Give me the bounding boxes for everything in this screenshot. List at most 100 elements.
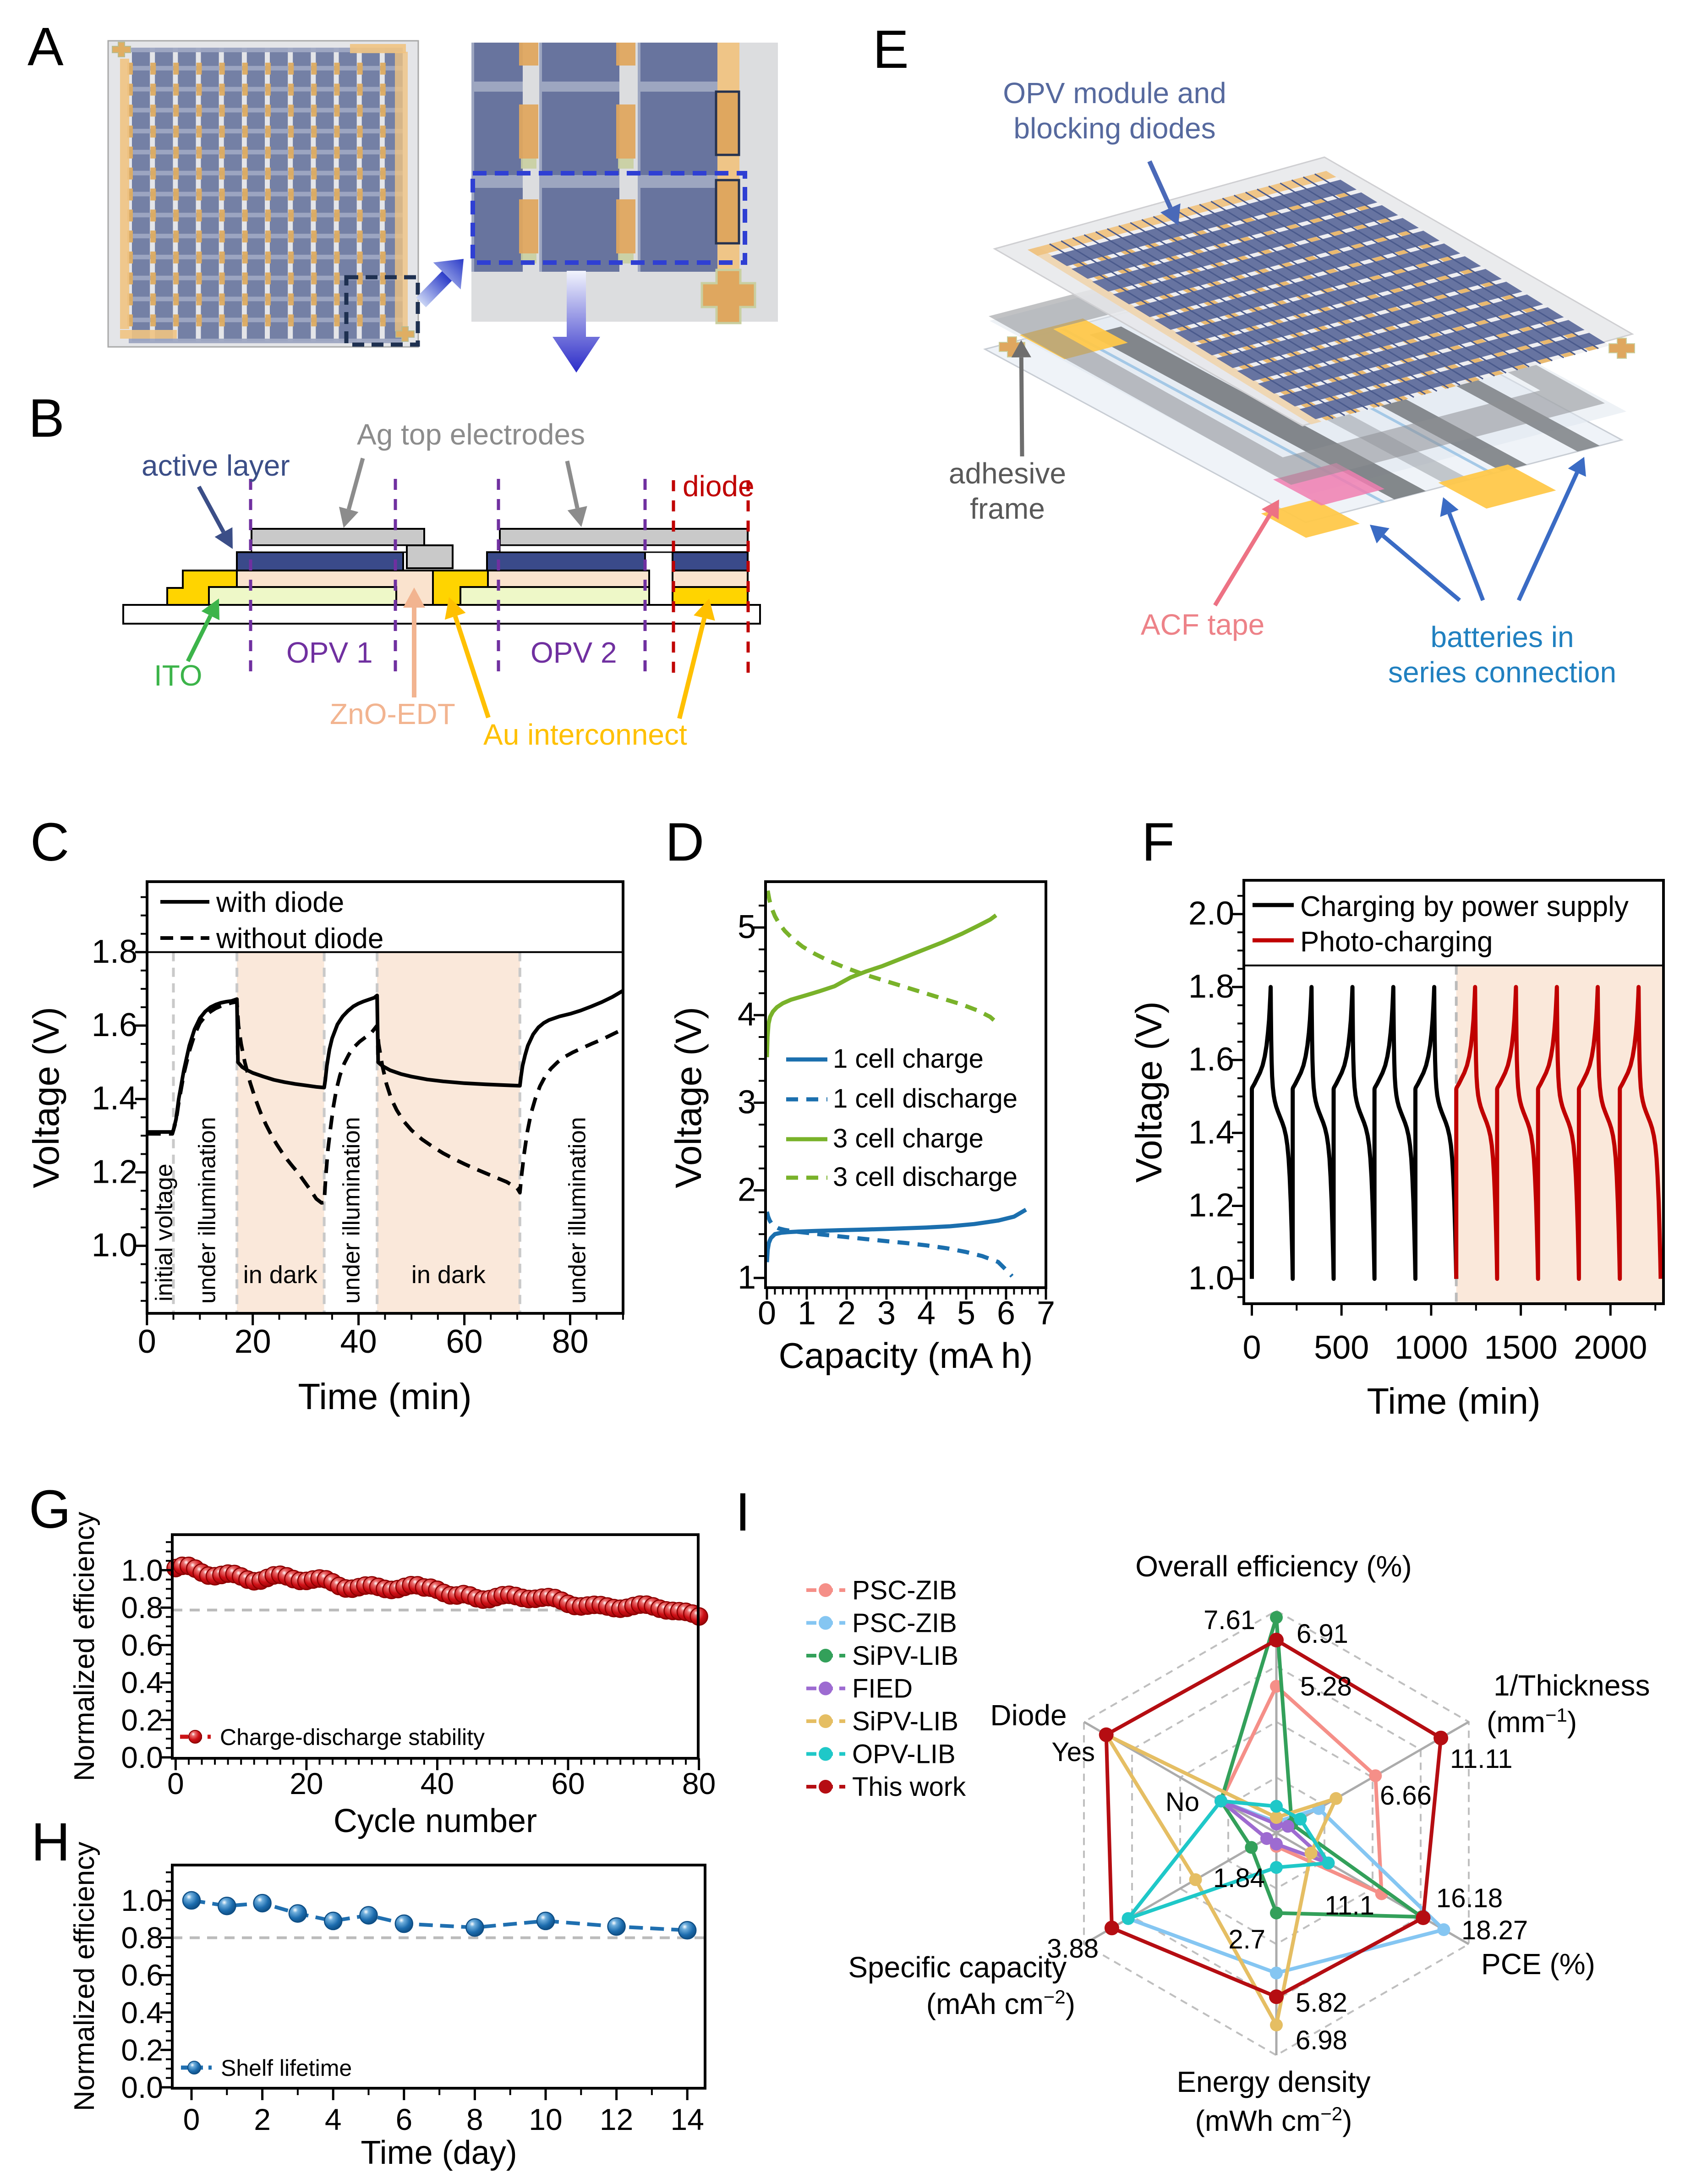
svg-text:20: 20 <box>290 1767 323 1800</box>
svg-text:G: G <box>29 1479 71 1540</box>
svg-text:1.4: 1.4 <box>1188 1114 1234 1151</box>
svg-text:without diode: without diode <box>216 923 383 955</box>
svg-text:Time (day): Time (day) <box>361 2135 517 2171</box>
svg-text:1.2: 1.2 <box>92 1153 137 1190</box>
svg-text:under illumination: under illumination <box>564 1117 591 1304</box>
svg-text:diode: diode <box>683 470 755 503</box>
svg-text:OPV 2: OPV 2 <box>531 636 617 669</box>
svg-text:1.0: 1.0 <box>1188 1260 1234 1297</box>
svg-text:Voltage (V): Voltage (V) <box>1128 1001 1169 1183</box>
svg-text:5: 5 <box>957 1295 975 1332</box>
svg-text:500: 500 <box>1314 1329 1369 1366</box>
svg-text:5.82: 5.82 <box>1296 1988 1347 2018</box>
svg-text:A: A <box>27 16 64 77</box>
svg-text:PCE (%): PCE (%) <box>1481 1948 1595 1981</box>
svg-text:I: I <box>735 1482 750 1542</box>
svg-text:No: No <box>1165 1787 1199 1817</box>
svg-text:Normalized efficiency: Normalized efficiency <box>69 1512 100 1781</box>
svg-text:1.6: 1.6 <box>92 1007 137 1043</box>
svg-text:H: H <box>31 1812 70 1872</box>
svg-text:16.18: 16.18 <box>1436 1883 1503 1913</box>
svg-text:1.84: 1.84 <box>1213 1863 1265 1893</box>
svg-text:Capacity (mA h): Capacity (mA h) <box>779 1335 1033 1376</box>
svg-text:1: 1 <box>738 1259 756 1296</box>
svg-text:5: 5 <box>738 909 756 945</box>
svg-text:C: C <box>30 812 69 873</box>
svg-text:Voltage (V): Voltage (V) <box>668 1007 709 1188</box>
svg-text:0.0: 0.0 <box>121 1740 163 1774</box>
svg-text:Shelf lifetime: Shelf lifetime <box>221 2055 352 2081</box>
svg-text:4: 4 <box>325 2102 342 2136</box>
svg-text:1.6: 1.6 <box>1188 1041 1234 1078</box>
svg-text:4: 4 <box>917 1295 936 1332</box>
svg-text:3 cell charge: 3 cell charge <box>833 1124 984 1153</box>
svg-text:PSC-ZIB: PSC-ZIB <box>852 1608 957 1638</box>
svg-text:3: 3 <box>877 1295 896 1332</box>
svg-text:6.66: 6.66 <box>1380 1781 1432 1811</box>
svg-text:0.6: 0.6 <box>121 1958 163 1992</box>
svg-text:0: 0 <box>1242 1329 1261 1366</box>
svg-text:2: 2 <box>254 2102 271 2136</box>
svg-text:80: 80 <box>682 1767 716 1800</box>
svg-text:E: E <box>873 19 909 80</box>
svg-text:Energy density: Energy density <box>1176 2065 1370 2098</box>
svg-text:7: 7 <box>1037 1295 1055 1332</box>
svg-text:Specific capacity: Specific capacity <box>848 1951 1067 1984</box>
svg-text:10: 10 <box>529 2102 562 2136</box>
svg-text:0.8: 0.8 <box>121 1921 163 1955</box>
svg-text:0.2: 0.2 <box>121 1703 163 1737</box>
svg-text:3: 3 <box>738 1084 756 1120</box>
svg-text:B: B <box>28 388 65 449</box>
svg-text:7.61: 7.61 <box>1204 1605 1255 1635</box>
svg-text:60: 60 <box>551 1767 585 1800</box>
svg-text:2: 2 <box>738 1172 756 1208</box>
svg-text:FIED: FIED <box>852 1674 913 1704</box>
svg-text:0.2: 0.2 <box>121 2033 163 2067</box>
svg-text:4: 4 <box>738 996 756 1033</box>
svg-text:40: 40 <box>340 1323 377 1360</box>
svg-text:1500: 1500 <box>1484 1329 1558 1366</box>
svg-text:60: 60 <box>446 1323 483 1360</box>
svg-text:D: D <box>665 812 704 873</box>
svg-text:1.0: 1.0 <box>92 1227 137 1264</box>
svg-text:0.4: 0.4 <box>121 1666 163 1700</box>
svg-text:11.11: 11.11 <box>1450 1744 1513 1774</box>
svg-text:Au interconnect: Au interconnect <box>483 718 687 751</box>
svg-text:80: 80 <box>552 1323 588 1360</box>
svg-text:Normalized efficiency: Normalized efficiency <box>69 1842 100 2111</box>
svg-text:11.1: 11.1 <box>1324 1891 1374 1921</box>
svg-text:Charge-discharge stability: Charge-discharge stability <box>220 1724 485 1750</box>
svg-text:18.27: 18.27 <box>1461 1915 1528 1945</box>
svg-text:Ag top electrodes: Ag top electrodes <box>357 418 585 451</box>
svg-text:6.98: 6.98 <box>1296 2025 1347 2055</box>
svg-text:This work: This work <box>852 1772 966 1802</box>
svg-text:6: 6 <box>997 1295 1015 1332</box>
svg-text:Overall efficiency (%): Overall efficiency (%) <box>1135 1550 1412 1583</box>
svg-text:1.4: 1.4 <box>92 1080 137 1117</box>
svg-text:1.8: 1.8 <box>92 933 137 970</box>
svg-text:14: 14 <box>670 2102 704 2136</box>
svg-text:3.88: 3.88 <box>1047 1934 1099 1964</box>
svg-text:Time (min): Time (min) <box>1367 1381 1540 1421</box>
svg-text:Time (min): Time (min) <box>298 1376 471 1417</box>
svg-text:OPV 1: OPV 1 <box>286 636 373 669</box>
svg-text:0.0: 0.0 <box>121 2070 163 2104</box>
svg-text:1.0: 1.0 <box>121 1883 163 1917</box>
svg-text:Photo-charging: Photo-charging <box>1300 926 1493 958</box>
svg-text:under illumination: under illumination <box>194 1117 220 1304</box>
svg-text:Charging by power supply: Charging by power supply <box>1300 891 1629 922</box>
svg-text:in dark: in dark <box>243 1261 318 1289</box>
svg-text:ZnO-EDT: ZnO-EDT <box>330 697 455 730</box>
svg-text:SiPV-LIB: SiPV-LIB <box>852 1641 958 1671</box>
svg-text:initial voltage: initial voltage <box>151 1163 178 1301</box>
svg-text:1/Thickness: 1/Thickness <box>1494 1669 1650 1702</box>
svg-text:ACF tape: ACF tape <box>1141 608 1264 641</box>
svg-text:1.8: 1.8 <box>1188 968 1234 1005</box>
svg-text:1000: 1000 <box>1395 1329 1468 1366</box>
svg-text:2000: 2000 <box>1574 1329 1647 1366</box>
svg-text:0: 0 <box>167 1767 184 1800</box>
svg-text:0.6: 0.6 <box>121 1628 163 1662</box>
svg-text:PSC-ZIB: PSC-ZIB <box>852 1575 957 1605</box>
svg-text:active layer: active layer <box>142 449 290 482</box>
